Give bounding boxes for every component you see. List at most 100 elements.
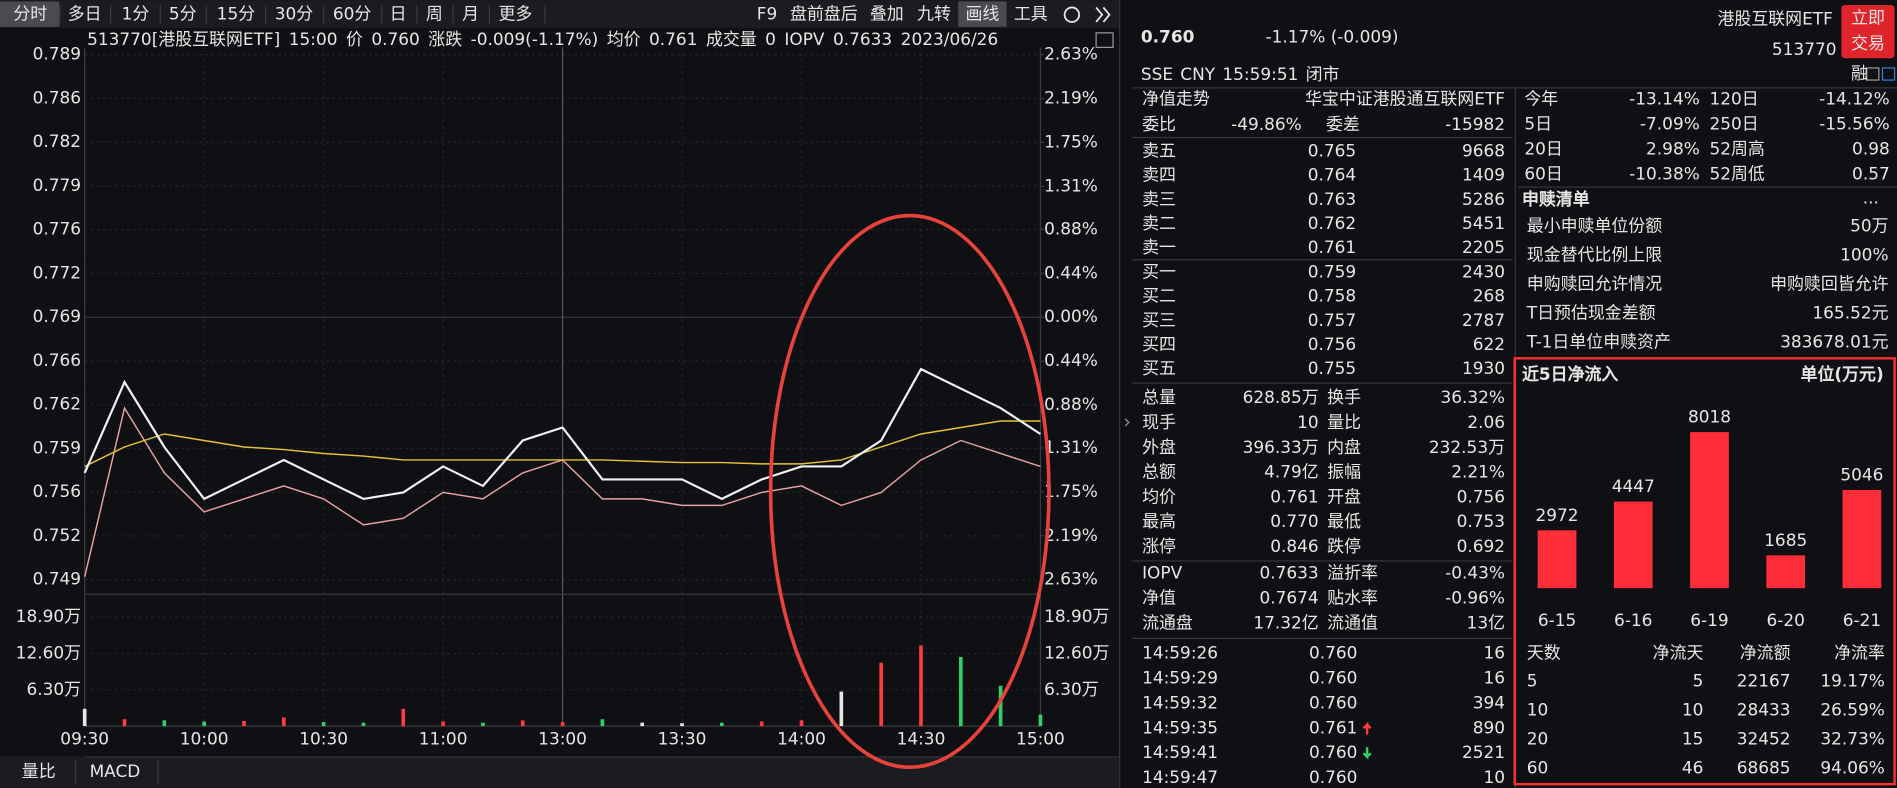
bar: [1613, 501, 1653, 589]
x-tick-label: 13:30: [658, 728, 707, 748]
row-label: 净值走势: [1142, 88, 1210, 108]
volume-bar: [162, 720, 167, 727]
volume-bar: [1038, 714, 1043, 727]
x-tick-label: 6-19: [1690, 610, 1728, 630]
book-price: 0.763: [1308, 189, 1356, 209]
period-tab[interactable]: 月: [462, 4, 479, 24]
more-button[interactable]: ...: [1863, 188, 1879, 208]
period-tab[interactable]: 60分: [333, 4, 372, 24]
volume-bar: [799, 720, 804, 727]
trade-volume: 394: [1473, 692, 1505, 712]
market-status: SSE: [1141, 64, 1173, 84]
period-tab[interactable]: 30分: [275, 4, 314, 24]
period-tab[interactable]: 15分: [217, 4, 256, 24]
trade-time: 14:59:41: [1142, 742, 1218, 762]
market-status: 闭市: [1306, 64, 1340, 84]
security-name: 港股互联网ETF: [1718, 9, 1833, 29]
table-cell: 94.06%: [1820, 757, 1885, 777]
row-label: 外盘: [1142, 437, 1176, 457]
row-label: 净值: [1142, 587, 1176, 607]
chart-title: 近5日净流入: [1522, 364, 1618, 384]
book-volume: 268: [1473, 286, 1505, 306]
window-icon[interactable]: [1866, 67, 1880, 81]
table-header: 天数: [1527, 643, 1561, 663]
row-value: 2.06: [1467, 412, 1505, 432]
row-value: -13.14%: [1629, 88, 1700, 108]
layout-icon[interactable]: [1095, 32, 1114, 48]
volume-bar: [321, 722, 326, 727]
bar-value-label: 1685: [1764, 530, 1807, 550]
period-tab[interactable]: 周: [426, 4, 443, 24]
y2-tick-label: 2.19%: [1044, 88, 1098, 108]
trade-button-label[interactable]: 交易: [1851, 33, 1885, 53]
row-value: 17.32亿: [1253, 612, 1318, 632]
indicator-tab[interactable]: MACD: [90, 761, 141, 781]
add-icon[interactable]: [1881, 67, 1896, 81]
row-value: -15982: [1445, 114, 1505, 134]
volume-tick-label: 12.60万: [16, 643, 81, 663]
expand-icon[interactable]: [1095, 6, 1111, 23]
y2-tick-label: 1.31%: [1044, 175, 1098, 195]
row-value: -14.12%: [1819, 88, 1890, 108]
trade-button-label[interactable]: 立即: [1851, 7, 1885, 27]
y-tick-label: 0.769: [33, 306, 81, 326]
period-tab[interactable]: 1分: [122, 4, 150, 24]
volume-bar: [919, 645, 923, 727]
row-label: 今年: [1524, 88, 1558, 108]
row-value: 0.692: [1457, 536, 1505, 556]
y-tick-label: 0.762: [33, 394, 81, 414]
y2-tick-label: 0.44%: [1044, 262, 1098, 282]
tool-button[interactable]: 盘前盘后: [790, 4, 858, 24]
y-tick-label: 0.789: [33, 44, 81, 64]
tool-button[interactable]: 叠加: [870, 4, 904, 24]
period-tab[interactable]: 5分: [169, 4, 197, 24]
last-price: 0.760: [1141, 27, 1195, 47]
row-value: 100%: [1840, 244, 1888, 264]
row-label: 溢折率: [1327, 563, 1378, 583]
x-tick-label: 09:30: [60, 728, 109, 748]
table-cell: 60: [1527, 757, 1549, 777]
price-line: [83, 367, 1042, 501]
settings-icon[interactable]: [1063, 6, 1081, 23]
bar-value-label: 8018: [1688, 407, 1731, 427]
period-tab[interactable]: 更多: [498, 4, 532, 24]
volume-bar: [759, 721, 764, 727]
trade-volume: 2521: [1462, 742, 1505, 762]
period-tab[interactable]: 日: [390, 4, 407, 24]
row-value: 0.770: [1270, 511, 1318, 531]
book-level: 买三: [1142, 310, 1176, 330]
info-item: 成交量: [706, 29, 757, 49]
table-cell: 28433: [1737, 699, 1791, 719]
book-price: 0.765: [1308, 140, 1356, 160]
y2-tick-label: 0.00%: [1044, 306, 1098, 326]
trade-button[interactable]: [1841, 5, 1895, 59]
row-label: 最小申赎单位份额: [1527, 215, 1662, 235]
table-cell: 19.17%: [1820, 670, 1885, 690]
trade-volume: 16: [1483, 667, 1505, 687]
row-label: 量比: [1327, 412, 1361, 432]
row-label: 250日: [1709, 113, 1758, 133]
period-tab[interactable]: 多日: [68, 4, 102, 24]
volume-bar: [640, 722, 645, 727]
trade-volume: 16: [1483, 643, 1505, 663]
period-tab[interactable]: 分时: [13, 4, 47, 24]
volume-bar: [281, 717, 286, 727]
book-volume: 1409: [1462, 165, 1505, 185]
tool-button[interactable]: 工具: [1014, 4, 1048, 24]
bar: [1690, 432, 1729, 589]
table-cell: 10: [1682, 699, 1704, 719]
x-tick-label: 6-15: [1538, 610, 1576, 630]
collapse-icon[interactable]: [1124, 418, 1130, 427]
y2-tick-label: 1.75%: [1044, 481, 1098, 501]
indicator-tab[interactable]: 量比: [22, 761, 56, 781]
tool-button[interactable]: F9: [757, 4, 778, 24]
row-label: 最低: [1327, 511, 1361, 531]
tool-button[interactable]: 画线: [965, 4, 999, 24]
tick-down-arrow: [1362, 747, 1372, 760]
volume-bar: [122, 719, 127, 727]
tool-button[interactable]: 九转: [917, 4, 951, 24]
x-tick-label: 10:30: [299, 728, 348, 748]
row-value: 232.53万: [1429, 437, 1505, 457]
table-cell: 5: [1693, 670, 1704, 690]
